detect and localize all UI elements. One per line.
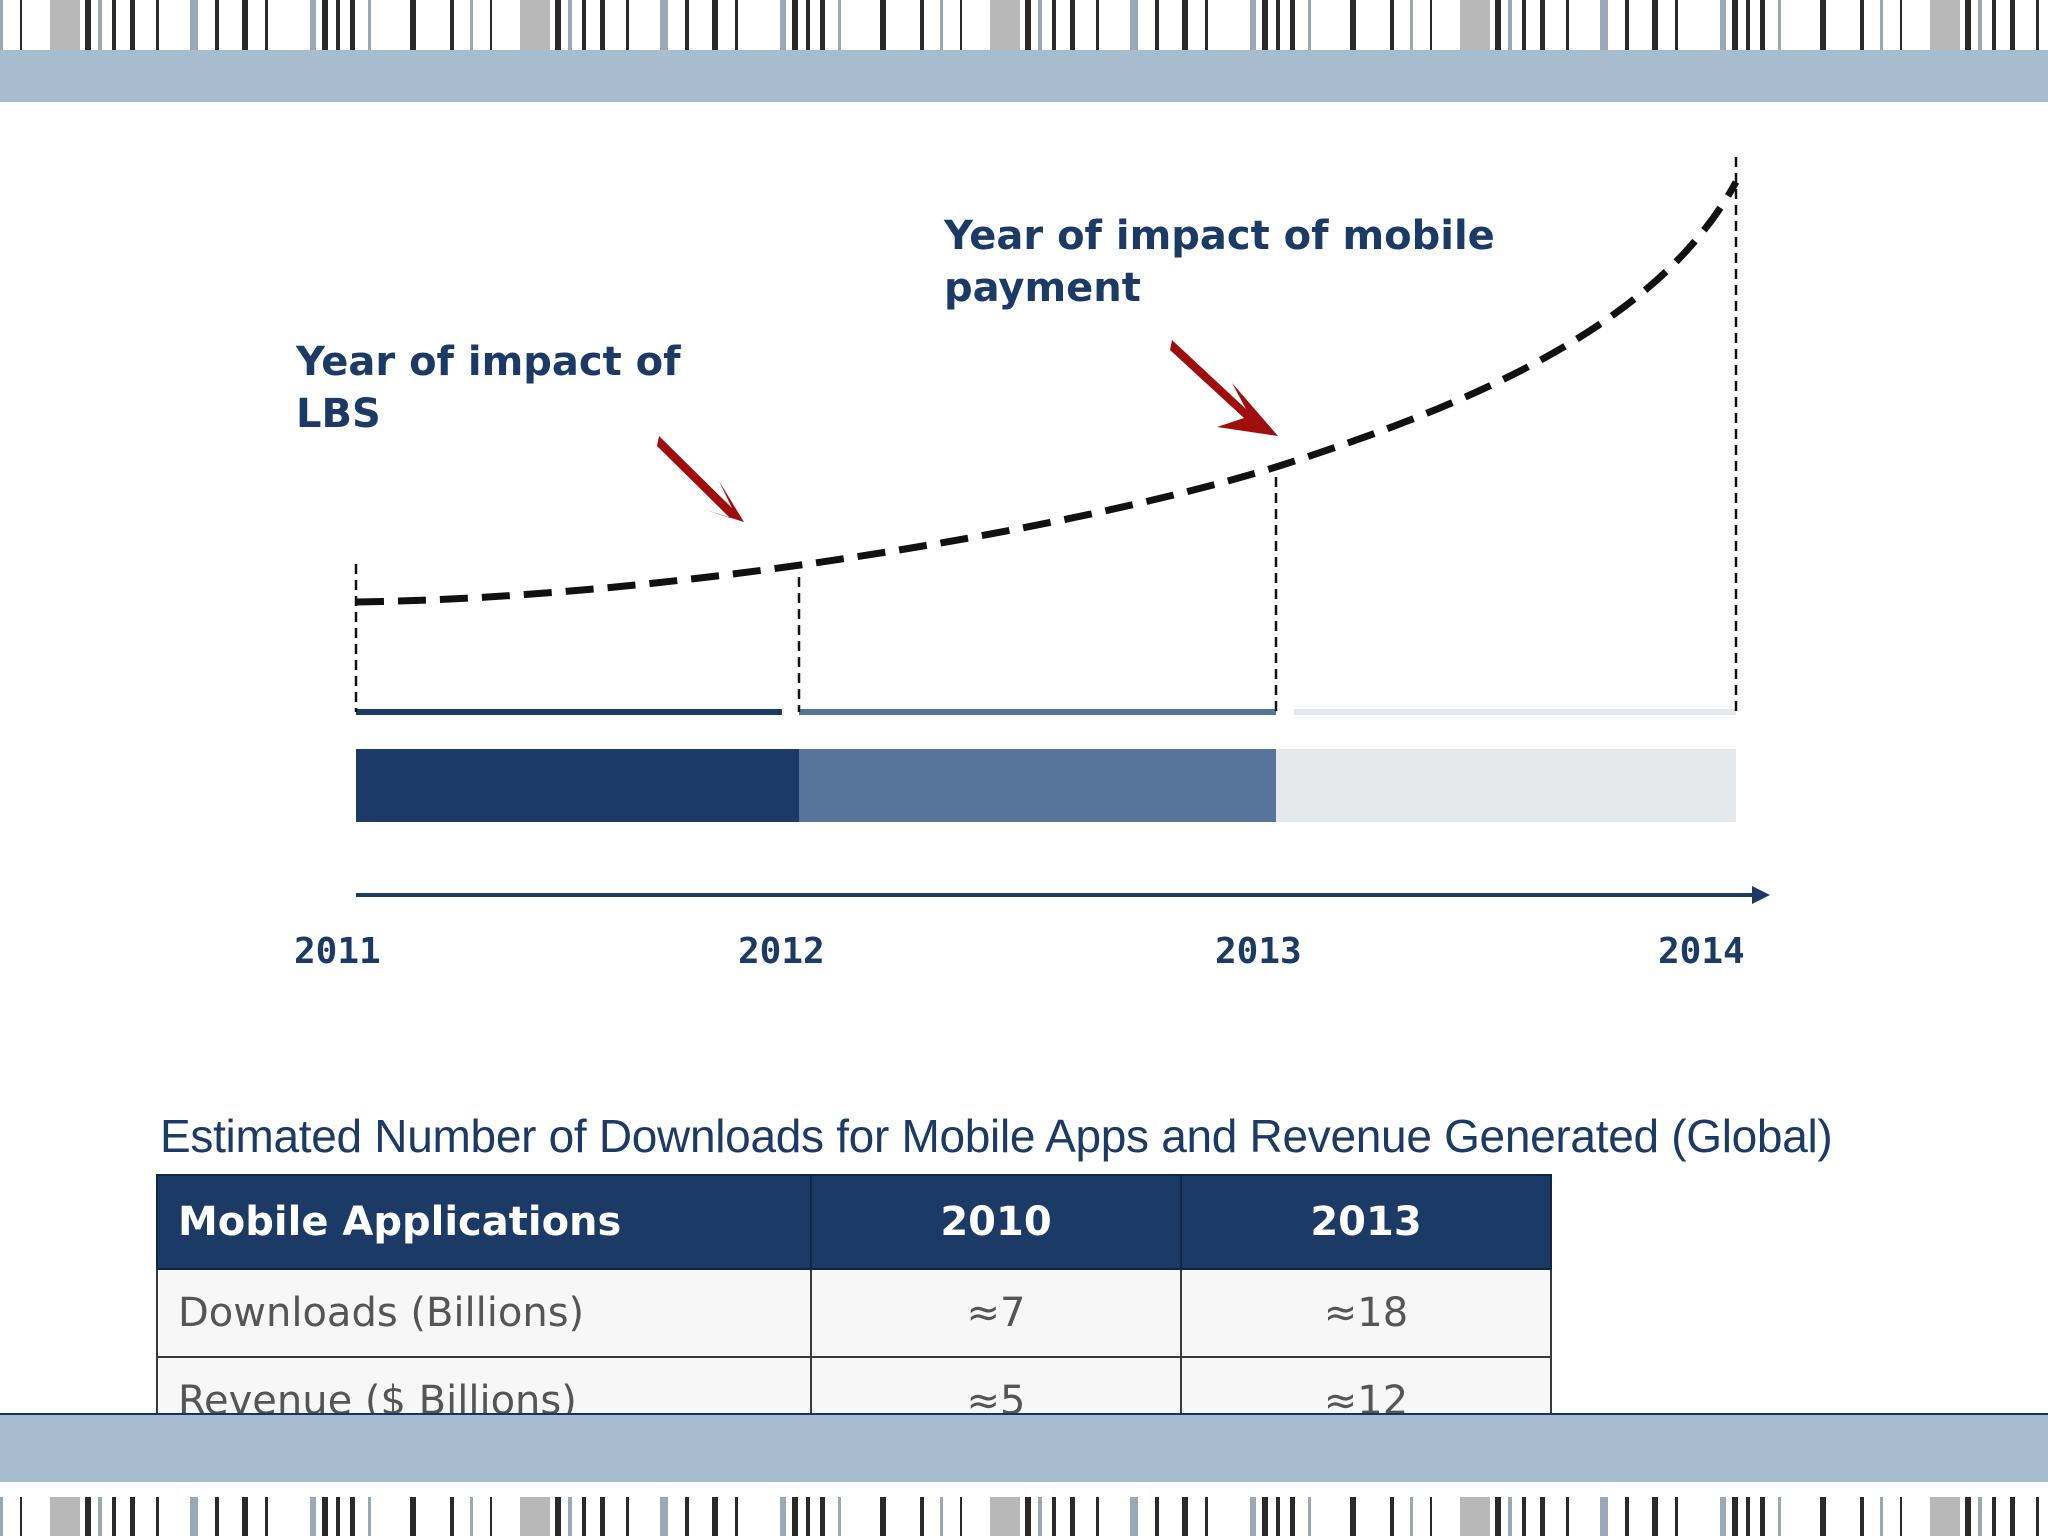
downloads-2010: ≈7 [810, 1268, 1182, 1358]
row-label-downloads: Downloads (Billions) [156, 1268, 812, 1358]
timeline-bar-segment-1 [356, 749, 799, 822]
timeline-axis-arrowhead [1752, 886, 1770, 904]
impact-timeline-diagram [354, 157, 1770, 904]
year-label-2012: 2012 [738, 931, 825, 972]
header-2013: 2013 [1180, 1174, 1552, 1270]
header-2010: 2010 [810, 1174, 1182, 1270]
timeline-bar-segment-3 [1276, 749, 1736, 822]
downloads-2013: ≈18 [1180, 1268, 1552, 1358]
mobile-payment-annotation: Year of impact of mobile payment [944, 213, 1495, 311]
footer-band-edge [0, 1413, 2048, 1415]
mobile-payment-arrow-icon [1170, 340, 1278, 436]
year-label-2014: 2014 [1658, 931, 1745, 972]
header-mobile-applications: Mobile Applications [156, 1174, 812, 1270]
footer-band [0, 1415, 2048, 1482]
barcode-strip-top [0, 0, 2048, 50]
table-row: Downloads (Billions) ≈7 ≈18 [156, 1268, 1552, 1358]
lbs-arrow-icon [657, 436, 744, 522]
header-band [0, 50, 2048, 102]
timeline-bar-segment-2 [799, 749, 1276, 822]
year-label-2011: 2011 [294, 931, 381, 972]
downloads-revenue-table: Mobile Applications 2010 2013 Downloads … [156, 1174, 1552, 1446]
lbs-annotation: Year of impact of LBS [296, 339, 681, 437]
slide-content: Year of impact of LBS Year of impact of … [0, 102, 2048, 1446]
barcode-strip-bottom [0, 1497, 2048, 1536]
table-header-row: Mobile Applications 2010 2013 [156, 1174, 1552, 1270]
year-label-2013: 2013 [1215, 931, 1302, 972]
table-title: Estimated Number of Downloads for Mobile… [160, 1110, 1833, 1162]
growth-curve [355, 180, 1740, 606]
table-row: Revenue ($ Billions) ≈5 ≈12 [156, 1356, 1552, 1446]
